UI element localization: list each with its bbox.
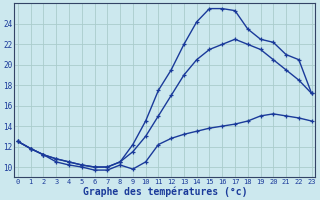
X-axis label: Graphe des températures (°c): Graphe des températures (°c) bbox=[83, 186, 247, 197]
